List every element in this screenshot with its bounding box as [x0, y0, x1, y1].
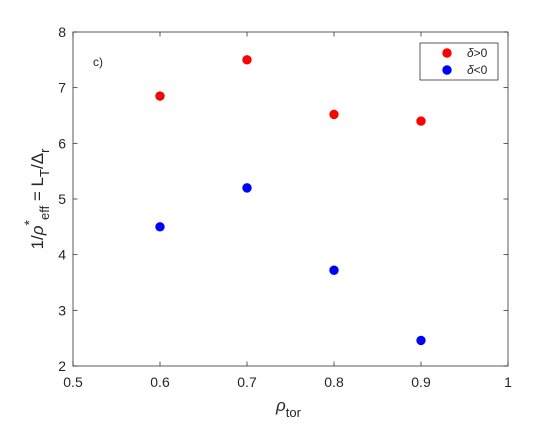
y-tick-label: 4 [58, 247, 66, 263]
data-point-delta-positive [242, 55, 252, 65]
legend-label: δ>0 [467, 46, 488, 60]
x-tick-label: 0.8 [324, 374, 344, 390]
y-tick-label: 7 [58, 80, 66, 96]
data-point-delta-negative [242, 183, 252, 193]
x-tick-label: 1 [504, 374, 512, 390]
data-point-delta-negative [416, 335, 426, 346]
y-tick-label: 3 [58, 302, 66, 318]
y-tick-label: 2 [58, 358, 66, 374]
panel-label: c) [93, 55, 103, 69]
y-axis-label: 1/ρ*eff = LT/Δr [21, 148, 52, 250]
legend-label: δ<0 [467, 63, 488, 77]
legend-marker [442, 65, 452, 75]
data-point-delta-positive [155, 91, 165, 101]
x-tick-label: 0.6 [150, 374, 170, 390]
legend-marker [442, 48, 452, 58]
x-tick-label: 0.9 [411, 374, 431, 390]
data-point-delta-positive [329, 109, 339, 120]
plot-area: 0.5 0.6 0.7 0.8 0.9 1 2 3 4 5 6 7 8 c) δ>0 δ<0 ρtor 1/ρ*e… [21, 24, 512, 420]
data-point-delta-negative [329, 265, 339, 275]
x-axis-label: ρtor [275, 396, 302, 420]
axes-box [72, 31, 509, 367]
y-tick-label: 8 [58, 24, 66, 40]
y-tick-label: 6 [58, 135, 66, 151]
data-point-delta-negative [155, 222, 165, 232]
y-tick-label: 5 [58, 191, 66, 207]
data-point-delta-positive [416, 116, 426, 126]
x-tick-label: 0.7 [237, 374, 257, 390]
x-tick-label: 0.5 [63, 374, 83, 390]
legend-box [419, 42, 499, 81]
